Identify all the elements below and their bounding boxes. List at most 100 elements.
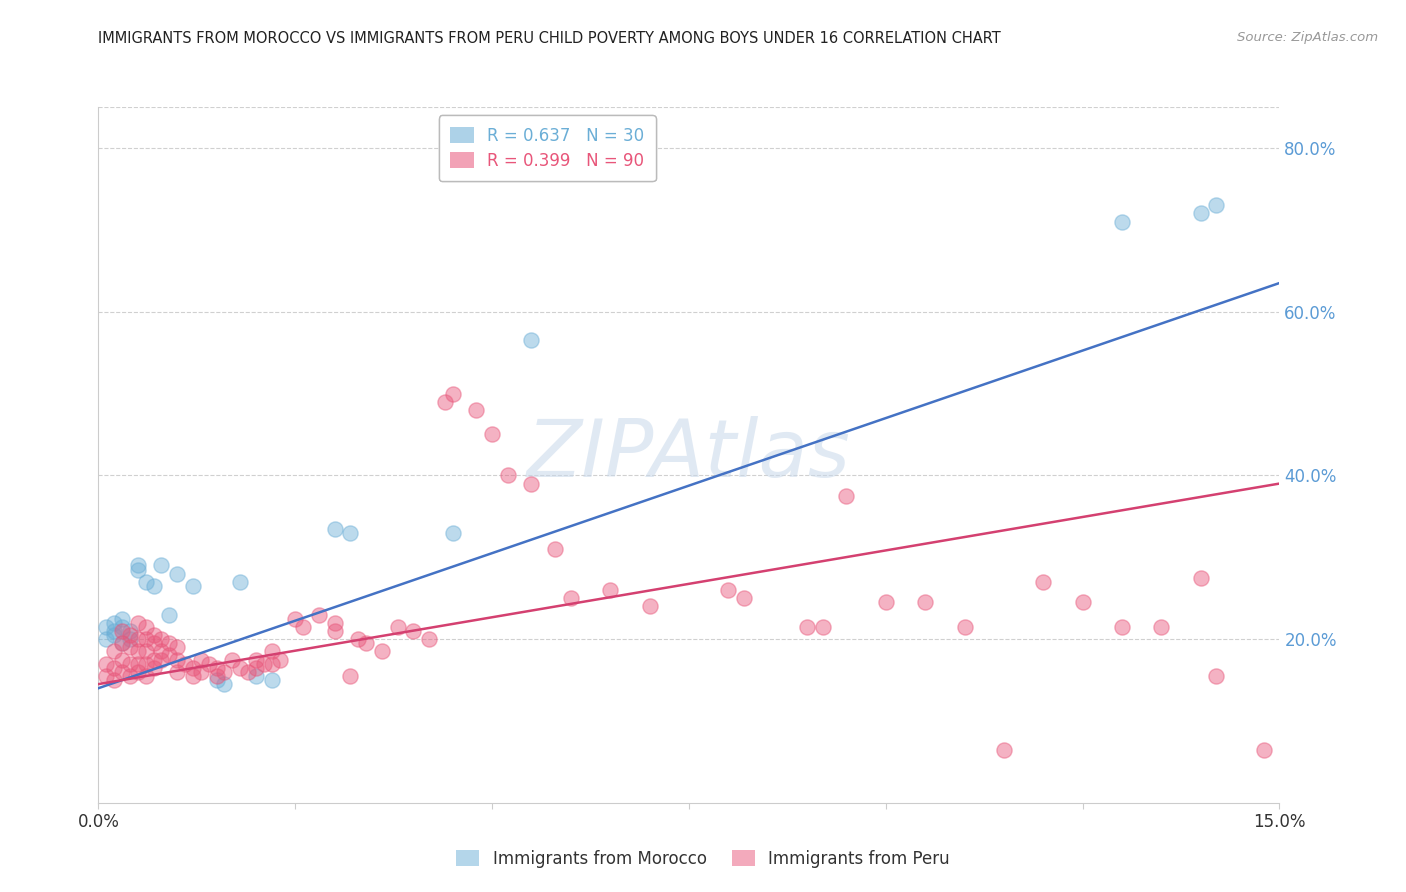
Point xyxy=(103,661,125,675)
Point xyxy=(135,574,157,589)
Point xyxy=(1150,620,1173,634)
Point xyxy=(111,624,134,638)
Point xyxy=(150,652,173,666)
Point xyxy=(1253,742,1275,756)
Point xyxy=(150,632,173,646)
Point xyxy=(118,624,141,638)
Point xyxy=(127,632,149,646)
Point xyxy=(190,652,212,666)
Point xyxy=(441,386,464,401)
Point xyxy=(914,595,936,609)
Point xyxy=(496,468,519,483)
Point xyxy=(142,628,165,642)
Point xyxy=(142,652,165,666)
Point xyxy=(181,579,204,593)
Point xyxy=(599,582,621,597)
Point xyxy=(127,644,149,658)
Point xyxy=(96,657,118,671)
Text: ZIPAtlas: ZIPAtlas xyxy=(527,416,851,494)
Point xyxy=(465,403,488,417)
Point xyxy=(520,476,543,491)
Point xyxy=(111,665,134,679)
Point xyxy=(157,636,180,650)
Point xyxy=(1111,214,1133,228)
Point xyxy=(835,489,858,503)
Point xyxy=(150,558,173,573)
Point xyxy=(111,652,134,666)
Point xyxy=(323,615,346,630)
Point xyxy=(135,669,157,683)
Point xyxy=(103,624,125,638)
Point xyxy=(118,640,141,655)
Point xyxy=(111,620,134,634)
Point xyxy=(292,620,315,634)
Point xyxy=(96,669,118,683)
Text: IMMIGRANTS FROM MOROCCO VS IMMIGRANTS FROM PERU CHILD POVERTY AMONG BOYS UNDER 1: IMMIGRANTS FROM MOROCCO VS IMMIGRANTS FR… xyxy=(98,31,1001,46)
Point xyxy=(142,661,165,675)
Point xyxy=(118,657,141,671)
Point xyxy=(111,636,134,650)
Point xyxy=(205,673,228,687)
Point xyxy=(135,620,157,634)
Legend: R = 0.637   N = 30, R = 0.399   N = 90: R = 0.637 N = 30, R = 0.399 N = 90 xyxy=(439,115,655,181)
Point xyxy=(638,599,661,614)
Point xyxy=(127,657,149,671)
Point xyxy=(953,620,976,634)
Point xyxy=(135,657,157,671)
Point xyxy=(717,582,740,597)
Point xyxy=(205,661,228,675)
Point xyxy=(520,334,543,348)
Text: Source: ZipAtlas.com: Source: ZipAtlas.com xyxy=(1237,31,1378,45)
Point xyxy=(103,673,125,687)
Point xyxy=(796,620,818,634)
Point xyxy=(181,661,204,675)
Point xyxy=(245,652,267,666)
Point xyxy=(96,620,118,634)
Legend: Immigrants from Morocco, Immigrants from Peru: Immigrants from Morocco, Immigrants from… xyxy=(450,844,956,875)
Point xyxy=(260,644,283,658)
Point xyxy=(387,620,409,634)
Point xyxy=(118,669,141,683)
Point xyxy=(236,665,259,679)
Point xyxy=(1189,571,1212,585)
Point xyxy=(214,665,236,679)
Point xyxy=(323,624,346,638)
Point xyxy=(118,632,141,646)
Point xyxy=(166,566,188,581)
Point xyxy=(339,525,361,540)
Point xyxy=(135,644,157,658)
Point xyxy=(1111,620,1133,634)
Point xyxy=(221,652,243,666)
Point xyxy=(560,591,582,606)
Point xyxy=(118,628,141,642)
Point xyxy=(441,525,464,540)
Point xyxy=(157,648,180,663)
Point xyxy=(260,657,283,671)
Point xyxy=(993,742,1015,756)
Point xyxy=(96,632,118,646)
Point xyxy=(1189,206,1212,220)
Point xyxy=(166,665,188,679)
Point xyxy=(811,620,834,634)
Point xyxy=(142,579,165,593)
Point xyxy=(174,657,197,671)
Point xyxy=(245,669,267,683)
Point xyxy=(229,661,252,675)
Point xyxy=(190,665,212,679)
Point xyxy=(1205,669,1227,683)
Point xyxy=(166,640,188,655)
Point xyxy=(127,665,149,679)
Point xyxy=(347,632,370,646)
Point xyxy=(103,644,125,658)
Point xyxy=(103,628,125,642)
Point xyxy=(733,591,755,606)
Point xyxy=(418,632,440,646)
Point xyxy=(433,394,456,409)
Point xyxy=(544,542,567,557)
Point xyxy=(135,632,157,646)
Point xyxy=(1071,595,1094,609)
Point xyxy=(253,657,276,671)
Point xyxy=(205,669,228,683)
Point xyxy=(214,677,236,691)
Point xyxy=(269,652,291,666)
